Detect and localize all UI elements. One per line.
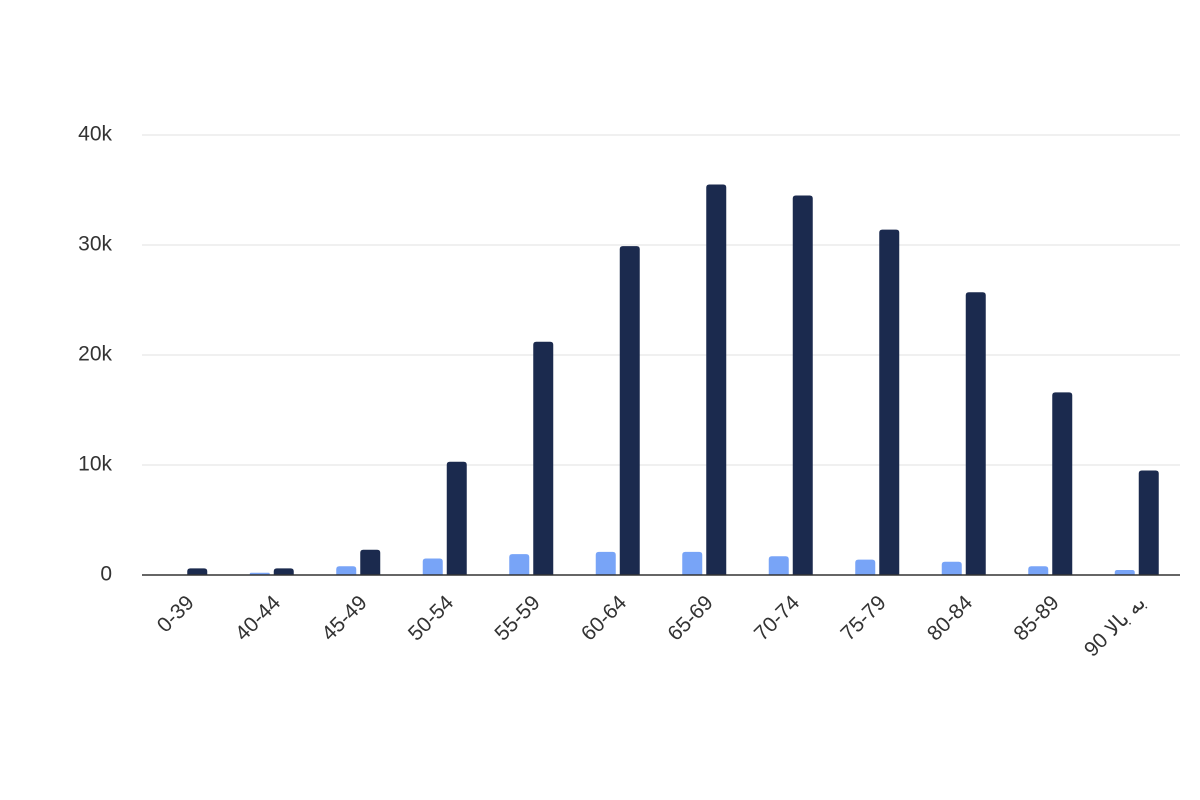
bar bbox=[422, 558, 443, 575]
x-tick-label: 90 به بالا bbox=[1080, 591, 1150, 661]
x-tick-label: 75-79 bbox=[836, 591, 890, 645]
x-tick-label: 50-54 bbox=[404, 591, 458, 645]
bar bbox=[792, 195, 813, 575]
bar bbox=[446, 461, 467, 575]
x-tick-label: 65-69 bbox=[663, 591, 717, 645]
x-tick-label: 40-44 bbox=[231, 591, 285, 645]
bar bbox=[879, 229, 900, 575]
y-tick-label: 10k bbox=[78, 453, 112, 476]
bar bbox=[768, 556, 789, 575]
bar bbox=[1028, 566, 1049, 575]
y-tick-label: 30k bbox=[78, 233, 112, 256]
bar bbox=[1138, 470, 1159, 575]
bar bbox=[1052, 392, 1073, 575]
y-tick-label: 0 bbox=[100, 563, 112, 586]
bar bbox=[965, 292, 986, 575]
bar bbox=[360, 549, 381, 575]
x-tick-label: 70-74 bbox=[750, 591, 804, 645]
bar bbox=[187, 568, 208, 575]
x-tick-label: 80-84 bbox=[923, 591, 977, 645]
bar bbox=[1114, 570, 1135, 575]
bar bbox=[855, 559, 876, 575]
bar bbox=[336, 566, 357, 575]
bar bbox=[273, 568, 294, 575]
y-tick-label: 20k bbox=[78, 343, 112, 366]
bar bbox=[533, 341, 554, 575]
x-tick-label: 0-39 bbox=[153, 591, 199, 637]
x-tick-label: 85-89 bbox=[1009, 591, 1063, 645]
x-tick-label: 55-59 bbox=[490, 591, 544, 645]
bar bbox=[509, 554, 530, 575]
bar bbox=[706, 184, 727, 575]
bar bbox=[682, 551, 703, 575]
x-tick-label: 60-64 bbox=[577, 591, 631, 645]
bar bbox=[941, 561, 962, 575]
bar bbox=[595, 551, 616, 575]
y-tick-label: 40k bbox=[78, 123, 112, 146]
x-tick-label: 45-49 bbox=[317, 591, 371, 645]
bar bbox=[619, 246, 640, 575]
